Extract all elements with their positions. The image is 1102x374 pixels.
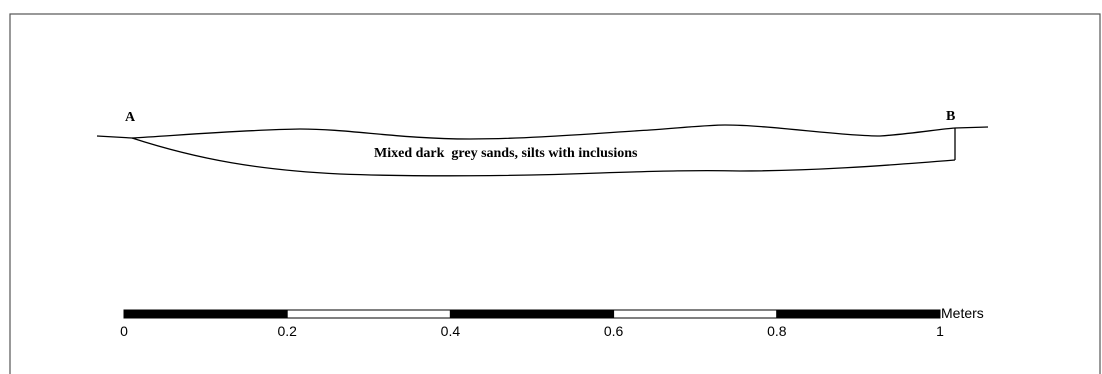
- point-label-a: A: [125, 110, 136, 125]
- section-profile: [96, 124, 989, 177]
- scale-tick-label: 0: [120, 323, 128, 339]
- scale-unit-label: Meters: [941, 305, 984, 321]
- fill-description-label: Mixed dark grey sands, silts with inclus…: [374, 146, 638, 161]
- scale-segment-2: [286, 309, 451, 319]
- scale-bar: 0 0.2 0.4 0.6 0.8 1: [120, 309, 944, 339]
- point-label-b: B: [946, 109, 955, 124]
- scale-segment-5: [776, 309, 941, 319]
- figure-frame: [9, 13, 1101, 374]
- upper-boundary-line: [96, 124, 989, 140]
- scale-tick-label: 0.2: [277, 323, 297, 339]
- scale-segment-1: [123, 309, 288, 319]
- scale-segment-4: [613, 309, 778, 319]
- scale-tick-label: 1: [936, 323, 944, 339]
- scale-segment-3: [449, 309, 615, 319]
- scale-tick-label: 0.4: [441, 323, 461, 339]
- scale-tick-label: 0.6: [604, 323, 624, 339]
- scale-tick-label: 0.8: [767, 323, 787, 339]
- lower-boundary-line: [131, 137, 956, 177]
